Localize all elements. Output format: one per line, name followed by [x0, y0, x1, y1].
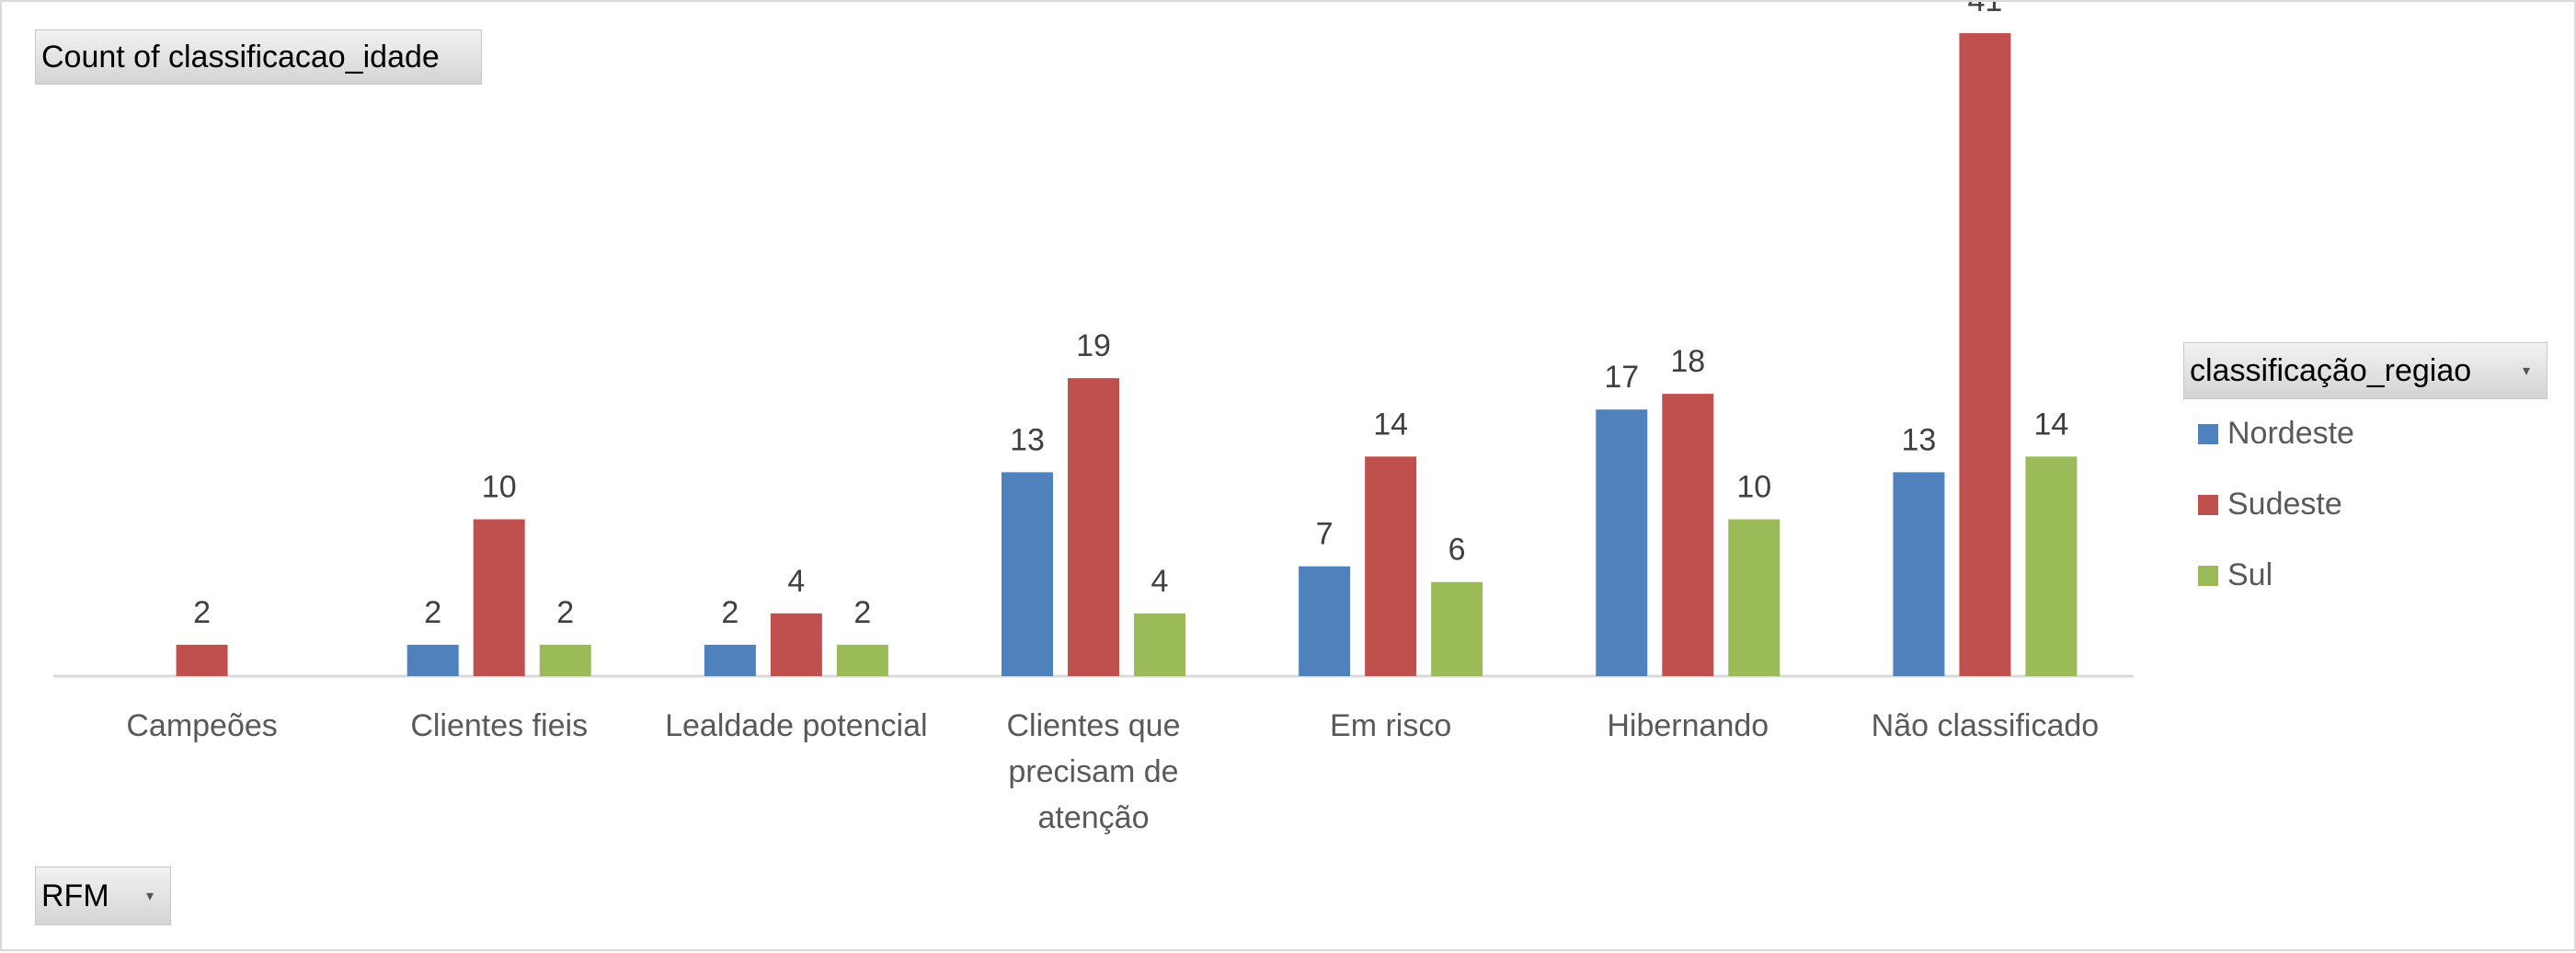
data-label: 14	[1373, 407, 1408, 442]
data-label: 10	[1736, 470, 1771, 505]
bar-nordeste-6[interactable]	[1893, 472, 1945, 676]
data-label: 19	[1076, 328, 1111, 363]
legend-swatch	[2198, 565, 2218, 586]
values-field-label: Count of classificacao_idade	[41, 39, 440, 75]
category-label: Campeões	[126, 708, 277, 743]
bar-sul-2[interactable]	[836, 644, 888, 676]
bar-sudeste-5[interactable]	[1662, 394, 1714, 676]
data-label: 17	[1604, 360, 1639, 395]
data-label: 6	[1448, 533, 1466, 568]
data-label: 13	[1010, 422, 1045, 457]
bar-sul-3[interactable]	[1134, 613, 1185, 676]
legend-item-sul[interactable]: Sul	[2198, 557, 2273, 593]
bar-nordeste-4[interactable]	[1299, 566, 1351, 676]
bar-sudeste-3[interactable]	[1068, 378, 1119, 676]
data-label: 2	[193, 595, 211, 630]
values-field-button[interactable]: Count of classificacao_idade	[35, 29, 482, 85]
rows-field-label: RFM	[41, 878, 109, 913]
bar-nordeste-5[interactable]	[1596, 409, 1648, 676]
legend-label: Nordeste	[2227, 416, 2354, 451]
bar-sul-5[interactable]	[1728, 519, 1780, 676]
bar-sudeste-2[interactable]	[770, 613, 822, 676]
category-label: Em risco	[1330, 708, 1451, 743]
data-label: 2	[556, 595, 574, 630]
category-label: Não classificado	[1872, 708, 2100, 743]
chevron-down-icon: ▾	[145, 889, 154, 904]
category-label: Hibernando	[1607, 708, 1769, 743]
legend-swatch	[2198, 494, 2218, 515]
bar-sul-1[interactable]	[539, 644, 591, 676]
bar-sudeste-6[interactable]	[1959, 33, 2011, 677]
legend-label: Sudeste	[2227, 487, 2342, 522]
legend-field-label: classificação_regiao	[2190, 352, 2472, 388]
legend-swatch	[2198, 423, 2218, 444]
bar-sul-4[interactable]	[1431, 581, 1483, 676]
bar-sudeste-1[interactable]	[473, 519, 525, 676]
bar-sul-6[interactable]	[2025, 456, 2078, 676]
data-label: 2	[721, 595, 738, 630]
bar-nordeste-1[interactable]	[406, 644, 459, 676]
data-label: 13	[1902, 422, 1937, 457]
data-label: 18	[1670, 344, 1705, 379]
category-label: Clientes que precisam de atenção	[1006, 708, 1180, 835]
bar-sudeste-0[interactable]	[176, 644, 228, 676]
legend-label: Sul	[2227, 557, 2273, 592]
data-label: 4	[1151, 564, 1169, 599]
bar-sudeste-4[interactable]	[1365, 456, 1417, 676]
bar-nordeste-2[interactable]	[704, 644, 756, 676]
category-label: Lealdade potencial	[665, 708, 927, 743]
data-label: 2	[424, 595, 441, 630]
data-label: 7	[1316, 517, 1334, 552]
chevron-down-icon: ▾	[2522, 363, 2530, 379]
data-label: 4	[787, 564, 805, 599]
data-label: 10	[482, 470, 517, 505]
bar-nordeste-3[interactable]	[1002, 472, 1053, 676]
legend-item-sudeste[interactable]: Sudeste	[2198, 487, 2342, 522]
legend-field-button[interactable]: classificação_regiao ▾	[2183, 342, 2547, 399]
category-label: Clientes fieis	[410, 708, 588, 743]
data-label: 41	[1968, 2, 2003, 18]
data-label: 2	[853, 595, 871, 630]
data-label: 14	[2034, 407, 2069, 442]
legend-item-nordeste[interactable]: Nordeste	[2198, 416, 2354, 452]
rows-field-button[interactable]: RFM ▾	[35, 867, 171, 925]
